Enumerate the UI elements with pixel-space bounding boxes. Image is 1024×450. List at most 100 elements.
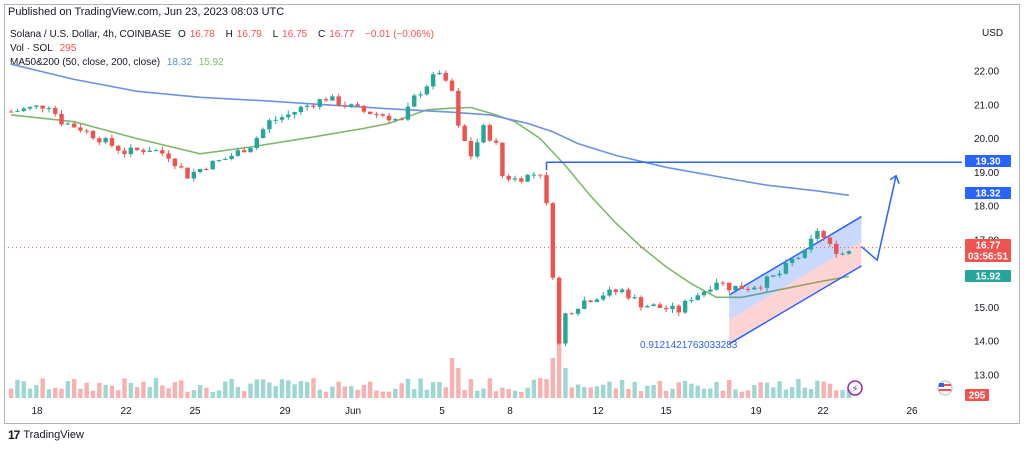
volume-bar — [500, 387, 505, 398]
candle-body — [298, 106, 304, 113]
candle-body — [645, 306, 650, 308]
channel-top-line — [728, 215, 862, 296]
candle-body — [475, 142, 480, 157]
channel-lower-zone — [729, 241, 862, 344]
price-tick-label: 19.00 — [974, 168, 999, 179]
volume-bar — [525, 387, 530, 398]
candle-body — [733, 285, 738, 291]
volume-bar — [279, 379, 285, 398]
candle-body — [777, 273, 782, 276]
volume-bar — [607, 381, 612, 398]
volume-bar — [273, 386, 278, 398]
volume-bar — [103, 385, 108, 398]
ascending-channel — [8, 161, 962, 345]
volume-bar — [827, 383, 833, 398]
price-tag — [965, 155, 1011, 167]
volume-bar — [626, 388, 631, 398]
time-tick-label: 5 — [439, 406, 445, 417]
candle-body — [134, 147, 140, 150]
candle-body — [267, 120, 272, 130]
candle-body — [714, 282, 719, 290]
chart-frame — [4, 4, 1020, 424]
candle-body — [506, 176, 511, 180]
volume-bar — [116, 390, 121, 398]
candle-body — [708, 289, 713, 292]
candle-body — [260, 129, 266, 138]
volume-bar — [487, 378, 493, 398]
price-axis: 22.0021.0020.0019.0018.0017.0016.0015.00… — [974, 67, 999, 382]
volume-bar — [588, 387, 593, 398]
volume-bar — [739, 391, 744, 398]
currency-label: USD — [982, 28, 1003, 39]
time-tick-label: 18 — [31, 406, 43, 417]
annotations: 0.9121421763033283 ⚡ — [640, 340, 953, 396]
volume-bar — [733, 389, 738, 398]
time-tick-label: 22 — [120, 406, 132, 417]
volume-bar — [34, 385, 39, 398]
published-note: Published on TradingView.com, Jun 23, 20… — [8, 6, 285, 18]
price-tick-label: 21.00 — [974, 100, 999, 111]
volume-bar — [493, 391, 499, 398]
candle-body — [569, 313, 574, 315]
candle-body — [197, 169, 203, 173]
volume-bar — [153, 378, 159, 398]
candle-body — [71, 123, 77, 128]
candle-body — [412, 95, 417, 107]
volume-bar — [78, 388, 83, 398]
volume-label[interactable]: Vol · SOL — [10, 43, 53, 54]
candle-body — [336, 96, 341, 106]
ma-label[interactable]: MA50&200 (50, close, 200, close) — [10, 57, 161, 68]
price-tick-label: 20.00 — [974, 134, 999, 145]
candle-body — [172, 158, 178, 167]
flash-icon[interactable] — [847, 380, 863, 396]
candle-body — [481, 125, 486, 143]
candle-body — [147, 150, 152, 152]
volume-bar — [27, 388, 33, 398]
volume-bar — [90, 390, 96, 398]
candle-body — [657, 304, 663, 308]
candle-body — [59, 113, 64, 125]
candle-body — [97, 138, 102, 143]
candle-body — [380, 114, 385, 116]
candle-body — [191, 172, 197, 179]
volume-bar — [40, 378, 45, 398]
volume-bar — [330, 386, 335, 398]
candle-body — [27, 106, 33, 109]
brand-name: TradingView — [23, 429, 84, 441]
volume-bar — [399, 383, 404, 398]
volume-bar — [632, 381, 637, 398]
symbol-name[interactable]: Solana / U.S. Dollar, 4h, COINBASE — [10, 29, 172, 40]
candle-body — [840, 253, 845, 255]
volume-bar — [682, 380, 688, 398]
volume-bar — [367, 381, 373, 398]
candle-body — [701, 291, 707, 296]
candle-body — [764, 276, 770, 288]
candle-body — [279, 117, 285, 120]
volume-bar — [462, 390, 467, 398]
volume-bar — [783, 389, 789, 398]
candle-body — [122, 150, 127, 155]
candle-body — [632, 297, 637, 299]
channel-bottom-line — [728, 265, 862, 345]
volume-bar — [512, 390, 518, 398]
candle-body — [462, 125, 467, 142]
candle-body — [304, 105, 310, 107]
candle-body — [468, 141, 474, 157]
volume-bar — [241, 391, 247, 398]
volume-bar — [771, 387, 776, 398]
candle-body — [185, 167, 190, 179]
low-value: 16.75 — [282, 29, 308, 40]
volume-bar — [531, 379, 537, 398]
candle-body — [739, 285, 744, 289]
candle-body — [317, 99, 322, 107]
volume-bar — [834, 390, 839, 398]
volume-bar — [317, 389, 322, 398]
candle-body — [311, 105, 316, 107]
volume-bar — [676, 382, 681, 398]
candle-body — [330, 96, 335, 101]
volume-bar — [563, 368, 568, 398]
volume-bar — [97, 382, 102, 398]
candle-body — [248, 147, 253, 153]
